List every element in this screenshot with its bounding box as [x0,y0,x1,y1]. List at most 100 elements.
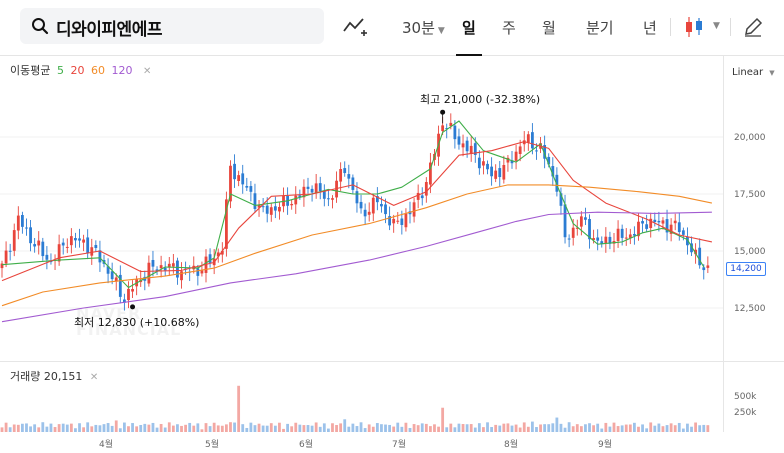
ma60-label: 60 [90,64,105,77]
volume-bar [437,426,440,432]
candle-body [25,227,28,229]
volume-bar [559,423,563,432]
candle-body [171,263,175,267]
volume-bar [216,425,220,432]
candle-body [575,227,579,229]
candle-body [420,195,424,199]
volume-bar [702,424,706,432]
candle-body [661,220,665,224]
volume-bar [555,417,559,432]
candle-body [86,237,90,254]
volume-bar [400,426,404,432]
volume-bar [339,423,343,432]
search-box[interactable]: 디와이피엔에프 [20,8,324,44]
volume-bar [665,425,669,432]
candle-body [176,260,179,278]
volume-bar [151,422,155,432]
candle-body [359,201,363,209]
close-icon[interactable]: ✕ [89,372,99,383]
price-chart[interactable] [0,56,723,361]
ma120-line [1,211,712,323]
volume-bar [180,425,183,432]
candle-body [694,249,697,255]
candle-body [673,220,677,224]
volume-bar [74,428,77,432]
candle-body [645,224,649,229]
candle-body [620,228,624,238]
high-annotation: 최고 21,000 (-32.38%) [420,93,541,106]
candle-body [347,174,351,179]
candle-body [624,237,628,239]
close-icon[interactable]: ✕ [142,66,152,77]
candle-body [151,259,155,267]
draw-trend-icon[interactable] [342,16,368,38]
candle-style-button[interactable]: ▼ [684,15,720,43]
candle-body [698,247,702,266]
volume-bar [331,423,334,432]
volume-bar [57,424,61,432]
candle-body [526,134,530,143]
candle-body [29,227,32,244]
candle-body [412,202,416,217]
volume-bar [392,426,396,432]
volume-bar [278,422,281,432]
candle-body [600,241,604,244]
candle-body [98,250,102,263]
volume-bar [669,423,673,432]
volume-bar [490,427,493,432]
candle-body [33,244,37,247]
volume-legend[interactable]: 거래량 20,151 ✕ [10,368,98,384]
tab-year[interactable]: 년 [643,19,657,37]
volume-bar [649,422,653,432]
volume-bar [424,423,428,432]
volume-bar [322,423,326,432]
candle-body [37,240,41,246]
volume-bar [384,424,387,432]
volume-bar [482,427,485,432]
volume-bar [579,426,583,432]
candle-body [706,265,710,268]
volume-bar [8,427,12,432]
volume-bar [167,422,171,432]
tab-quarter[interactable]: 분기 [586,19,614,37]
interval-selector[interactable]: 30분 ▼ [402,17,445,38]
candle-body [208,254,212,263]
tab-week[interactable]: 주 [502,19,516,37]
candle-body [486,163,489,170]
candle-body [61,242,65,246]
volume-bar [441,407,445,432]
search-icon [32,18,49,35]
moving-average-legend[interactable]: 이동평균 5 20 60 120 ✕ [10,62,154,78]
toolbar-divider [730,18,731,36]
volume-bar [596,423,600,432]
volume-bar [616,426,620,432]
scale-selector[interactable]: Linear ▼ [732,67,775,78]
candle-body [608,236,612,244]
volume-bar [21,423,24,432]
candle-body [461,143,465,148]
volume-bar [518,427,522,432]
candle-body [477,157,481,169]
candle-body [114,277,118,282]
candle-body [180,271,183,281]
volume-bar [29,426,32,432]
candle-body [298,195,302,198]
candle-body [653,219,657,223]
volume-bar [196,423,200,432]
tab-month[interactable]: 월 [542,19,556,37]
toolbar-divider [670,18,671,36]
x-tick: 9월 [598,440,613,450]
candle-body [473,143,477,155]
current-price-tag: 14,200 [726,262,766,276]
candle-body [559,193,563,206]
volume-bar [327,428,330,432]
candle-body [424,181,428,196]
volume-bar [310,425,314,432]
volume-bar [102,424,106,432]
volume-bar [473,427,477,432]
candle-body [628,234,632,238]
search-query[interactable]: 디와이피엔에프 [56,20,162,40]
pen-icon[interactable] [742,16,764,38]
low-marker [130,304,136,310]
tab-day[interactable]: 일 [462,19,476,37]
